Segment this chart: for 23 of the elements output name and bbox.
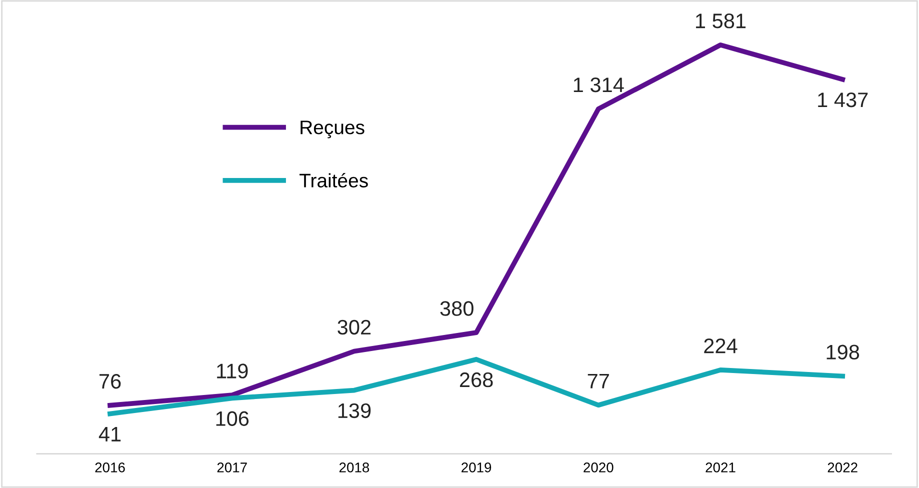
data-label: 380: [440, 301, 474, 316]
x-tick-label: 2021: [706, 462, 736, 472]
data-label: 106: [216, 411, 249, 426]
data-label: 1 314: [574, 77, 624, 92]
x-tick-label: 2018: [339, 462, 370, 472]
data-label: 1 581: [696, 14, 746, 28]
data-label: 198: [826, 344, 860, 360]
data-label: 76: [100, 374, 121, 389]
data-label: 119: [217, 364, 248, 378]
legend-label: Reçues: [300, 120, 364, 138]
x-tick-label: 2019: [462, 462, 492, 472]
x-tick-label: 2020: [584, 462, 614, 472]
x-tick-label: 2022: [828, 462, 858, 472]
data-label: 224: [704, 338, 738, 354]
data-label: 268: [460, 372, 493, 388]
legend-label: Traitées: [300, 172, 368, 188]
x-tick-label: 2016: [95, 462, 125, 472]
data-label: 302: [338, 320, 371, 335]
x-tick-label: 2017: [217, 462, 247, 472]
data-label: 1 437: [818, 92, 868, 108]
data-label: 139: [338, 403, 371, 418]
data-label: 41: [98, 427, 121, 442]
data-label: 77: [588, 374, 609, 388]
